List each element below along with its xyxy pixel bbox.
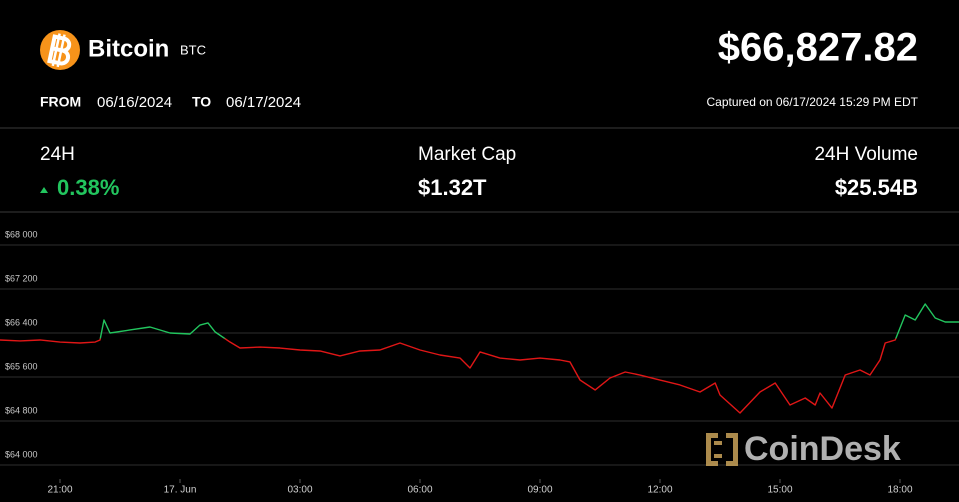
watermark-icon [706, 433, 738, 466]
to-label: TO [192, 94, 211, 110]
up-arrow [40, 187, 48, 193]
captured: Captured on 06/17/2024 15:29 PM EDT [707, 95, 919, 109]
x-tick-label: 17. Jun [164, 485, 197, 496]
from-label: FROM [40, 94, 81, 110]
header: Bitcoin BTC $66,827.82 FROM 06/16/2024 T… [0, 26, 959, 129]
watermark-text: CoinDesk [744, 430, 901, 468]
asset-name: Bitcoin [88, 35, 169, 62]
x-tick-label: 12:00 [647, 485, 672, 496]
asset-symbol: BTC [180, 42, 206, 57]
x-tick-label: 21:00 [47, 485, 72, 496]
to-date: 06/17/2024 [226, 94, 301, 111]
price: $66,827.82 [718, 26, 918, 70]
x-tick-label: 03:00 [287, 485, 312, 496]
coin-logo-glyph [47, 33, 72, 68]
x-tick-label: 09:00 [527, 485, 552, 496]
y-tick-label: $68 000 [5, 229, 38, 239]
y-tick-label: $65 600 [5, 361, 38, 371]
plot: $64 000 $64 800 $65 600 $66 400 $67 200 $68 0… [0, 229, 959, 496]
x-tick-label: 15:00 [767, 485, 792, 496]
stat-label: Market Cap [418, 144, 516, 165]
y-tick-label: $64 000 [5, 449, 38, 459]
stat-value: $1.32T [418, 175, 487, 200]
price-line [0, 303, 959, 414]
x-tick-label: 06:00 [407, 485, 432, 496]
stat-value: 0.38% [57, 175, 119, 200]
y-tick-label: $67 200 [5, 273, 38, 283]
stat-label: 24H [40, 144, 75, 165]
x-tick-label: 18:00 [887, 485, 912, 496]
stats: 24H 0.38% Market Cap $1.32T 24H Volume $… [0, 144, 959, 213]
stat-value: $25.54B [835, 175, 918, 200]
watermark: CoinDesk [706, 430, 901, 468]
y-tick-label: $64 800 [5, 405, 38, 415]
from-date: 06/16/2024 [97, 94, 172, 111]
stat-label: 24H Volume [814, 144, 918, 165]
y-tick-label: $66 400 [5, 317, 38, 327]
